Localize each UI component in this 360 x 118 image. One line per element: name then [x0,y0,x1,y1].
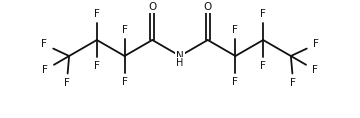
Text: H: H [176,58,184,68]
Text: F: F [64,78,70,88]
Text: O: O [148,2,156,12]
Text: F: F [122,25,127,35]
Text: F: F [94,9,100,19]
Text: F: F [313,39,319,49]
Text: N: N [176,51,184,61]
Text: F: F [233,77,238,87]
Text: F: F [42,65,48,75]
Text: F: F [312,65,318,75]
Text: F: F [94,61,100,71]
Text: O: O [204,2,212,12]
Text: F: F [290,78,296,88]
Text: F: F [41,39,47,49]
Text: F: F [122,77,127,87]
Text: F: F [233,25,238,35]
Text: F: F [260,61,266,71]
Text: F: F [260,9,266,19]
